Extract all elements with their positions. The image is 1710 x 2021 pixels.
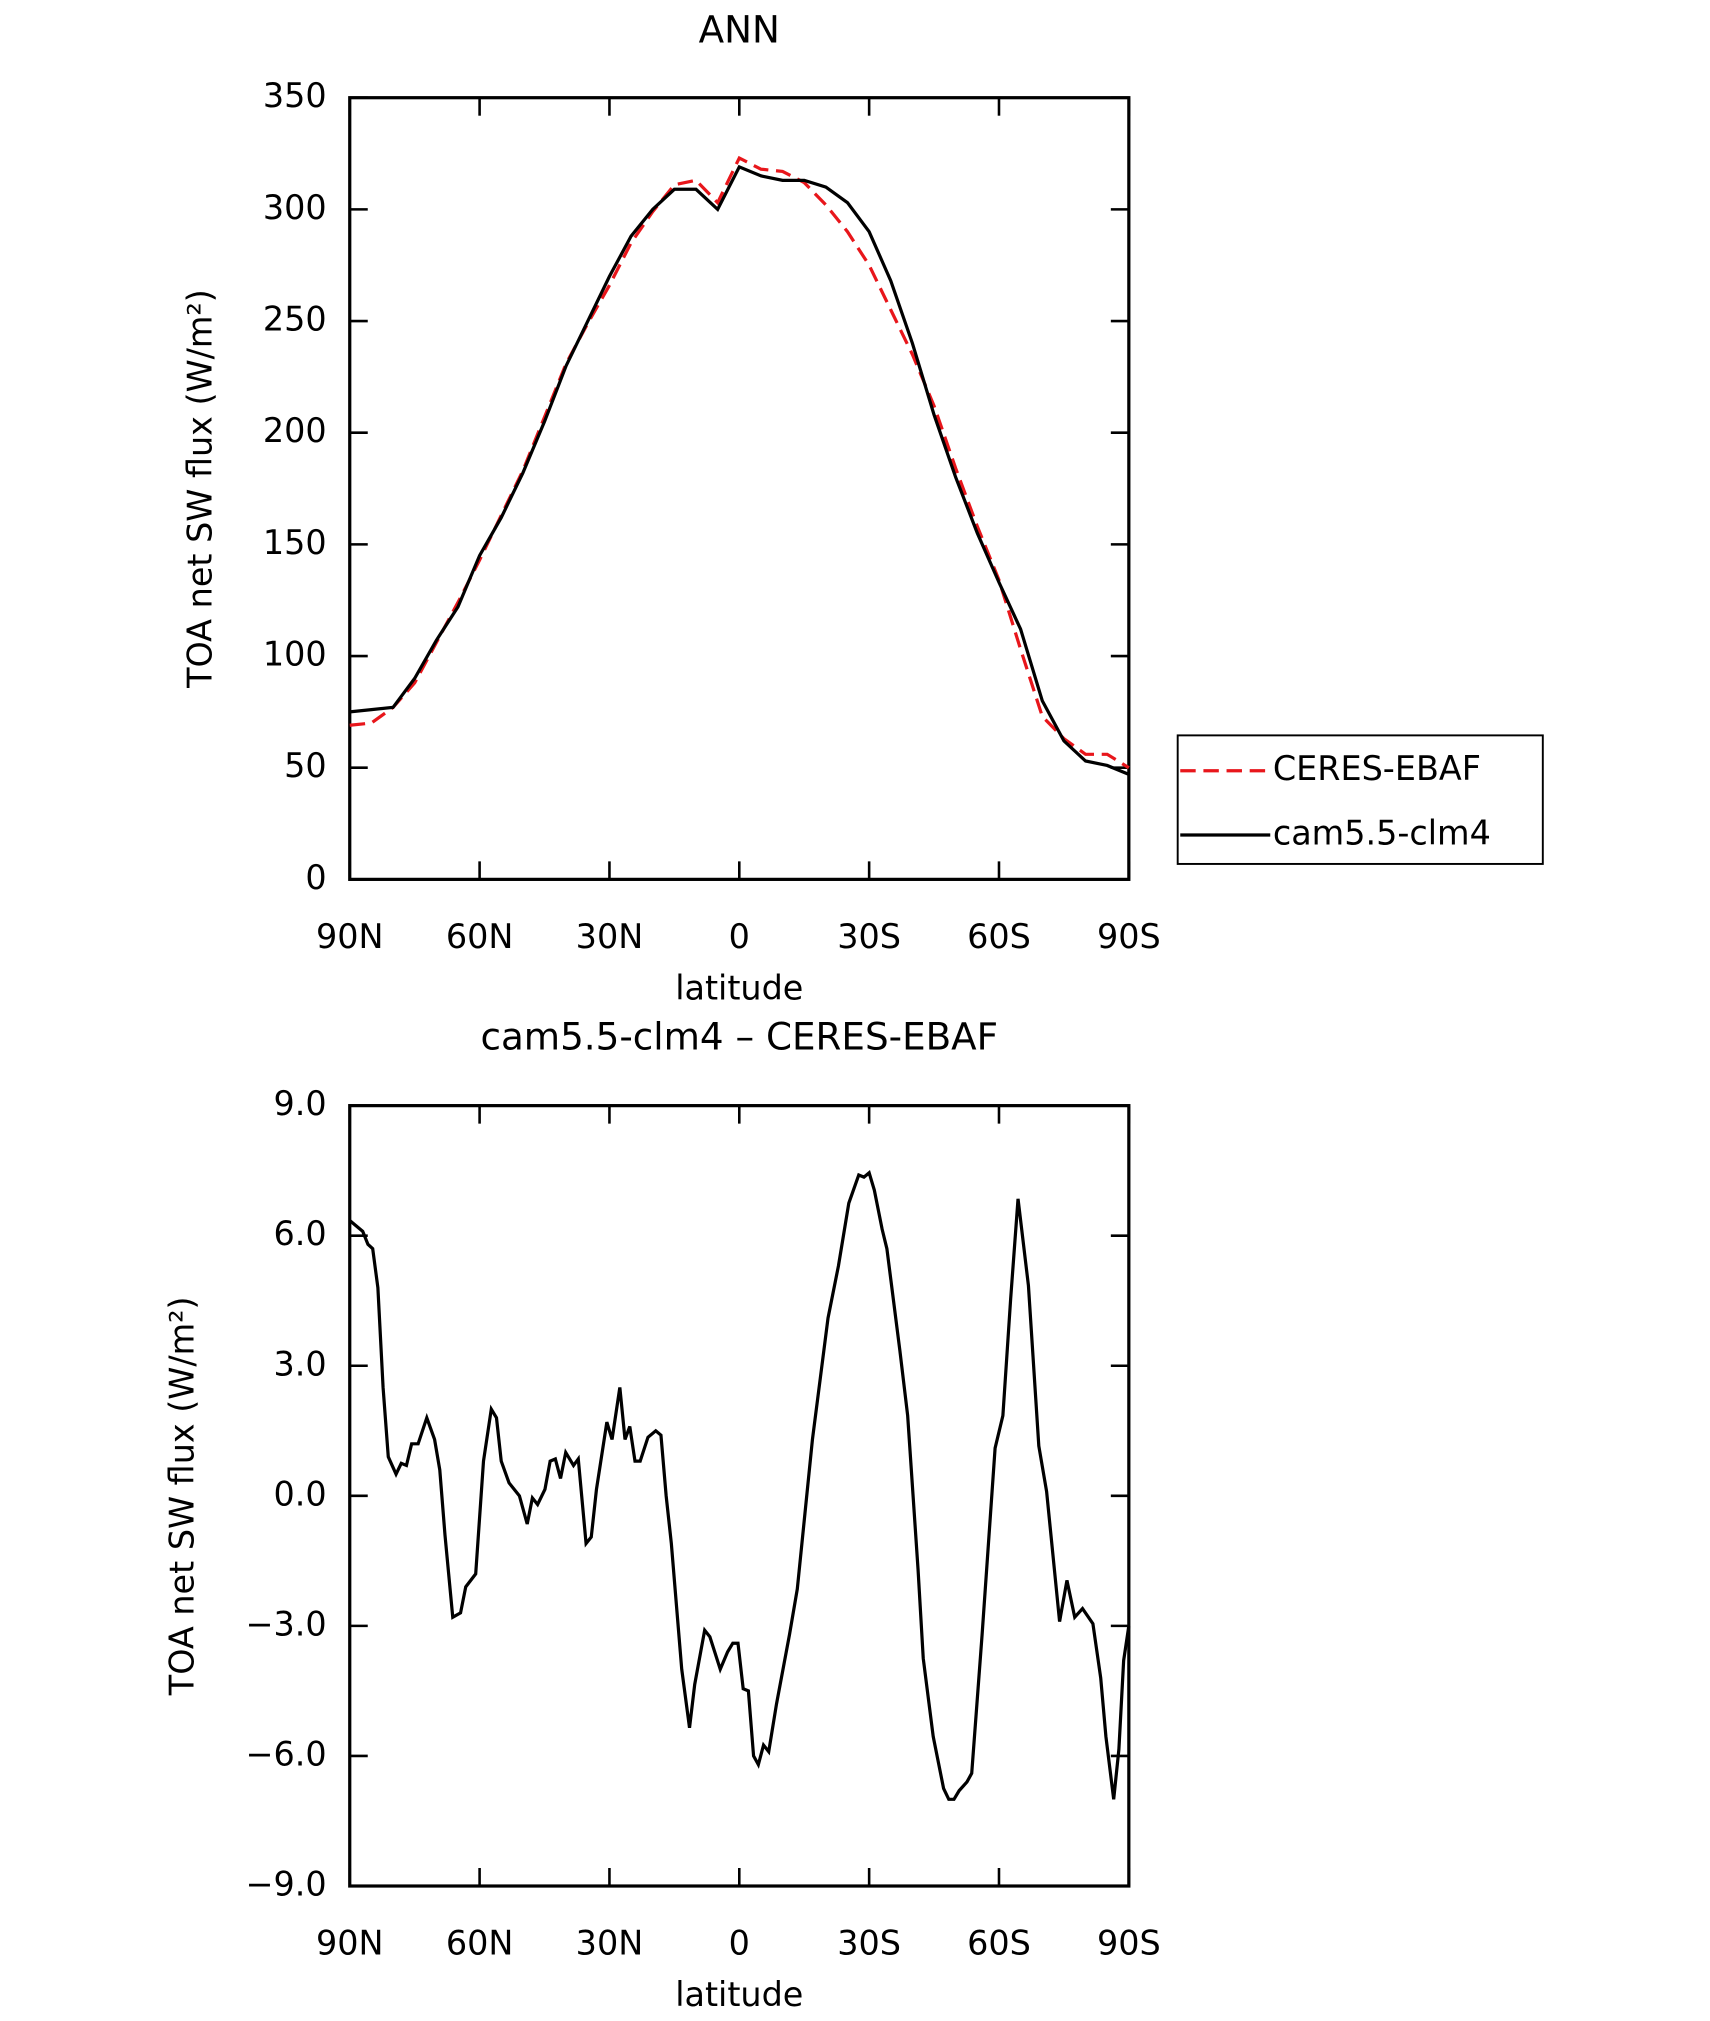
data-line <box>349 164 1130 776</box>
x-tick-label: 90N <box>316 1924 384 1963</box>
y-tick-label: 150 <box>263 523 327 562</box>
x-tick-label: 60N <box>446 1924 514 1963</box>
chart-title: cam5.5-clm4 – CERES-EBAF <box>480 1014 998 1058</box>
x-tick-label: 60N <box>446 917 514 956</box>
y-tick-label: 3.0 <box>273 1344 326 1383</box>
data-line <box>348 1170 1131 1801</box>
x-tick-label: 90N <box>316 917 384 956</box>
y-tick-label: 0 <box>305 858 326 897</box>
x-tick-label: 30S <box>837 1924 901 1963</box>
data-line <box>349 155 1130 770</box>
x-axis-label: latitude <box>675 968 803 1007</box>
y-tick-label: 100 <box>263 635 327 674</box>
x-tick-label: 60S <box>967 917 1031 956</box>
y-tick-label: −6.0 <box>245 1734 326 1773</box>
y-axis-label: TOA net SW flux (W/m²) <box>162 1296 201 1696</box>
y-tick-label: 300 <box>263 188 327 227</box>
plot-frame <box>348 1104 1131 1888</box>
x-tick-label: 30N <box>576 917 644 956</box>
y-tick-label: 200 <box>263 411 327 450</box>
y-tick-label: −9.0 <box>245 1865 326 1904</box>
y-tick-label: 6.0 <box>273 1214 326 1253</box>
y-tick-label: −3.0 <box>245 1604 326 1643</box>
y-tick-label: 350 <box>263 76 327 115</box>
x-axis-label: latitude <box>675 1975 803 2014</box>
x-tick-label: 90S <box>1097 917 1161 956</box>
plot-frame <box>348 96 1131 881</box>
legend-box <box>1176 734 1544 865</box>
x-tick-label: 30S <box>837 917 901 956</box>
x-tick-label: 30N <box>576 1924 644 1963</box>
y-tick-label: 9.0 <box>273 1084 326 1123</box>
chart-title: ANN <box>699 8 780 52</box>
x-tick-label: 0 <box>729 917 750 956</box>
x-tick-label: 60S <box>967 1924 1031 1963</box>
x-tick-label: 90S <box>1097 1924 1161 1963</box>
y-tick-label: 0.0 <box>273 1474 326 1513</box>
x-tick-label: 0 <box>729 1924 750 1963</box>
y-tick-label: 50 <box>284 746 327 785</box>
legend-label: CERES-EBAF <box>1273 749 1481 788</box>
y-axis-label: TOA net SW flux (W/m²) <box>180 289 219 689</box>
y-tick-label: 250 <box>263 300 327 339</box>
legend-label: cam5.5-clm4 <box>1273 814 1491 853</box>
